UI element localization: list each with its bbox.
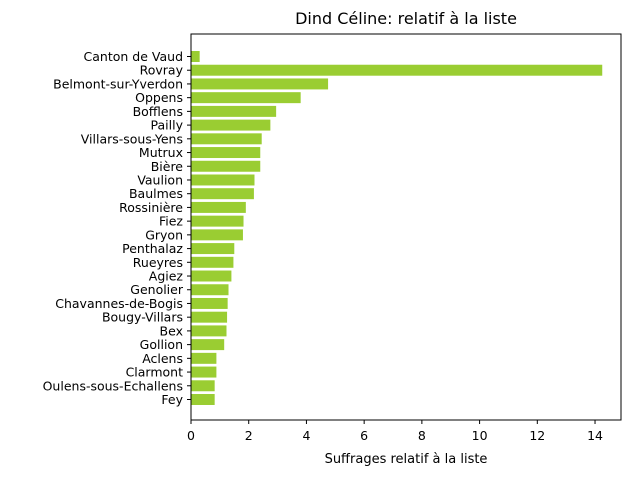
bar xyxy=(191,311,228,323)
bar xyxy=(191,297,228,309)
category-label: Rossinière xyxy=(119,200,183,215)
bar xyxy=(191,284,229,296)
bar xyxy=(191,366,217,378)
bar xyxy=(191,160,261,172)
x-tick-label: 0 xyxy=(187,428,195,443)
bar xyxy=(191,174,255,186)
bar xyxy=(191,133,262,145)
bar xyxy=(191,215,244,227)
x-tick-label: 10 xyxy=(472,428,488,443)
category-label: Bex xyxy=(160,323,183,338)
category-label: Rovray xyxy=(140,63,184,78)
x-tick-label: 14 xyxy=(587,428,603,443)
bar xyxy=(191,92,301,104)
bar xyxy=(191,51,200,62)
bar xyxy=(191,325,227,337)
chart-title: Dind Céline: relatif à la liste xyxy=(295,9,517,28)
bar xyxy=(191,243,235,255)
x-tick-label: 4 xyxy=(302,428,310,443)
bar xyxy=(191,256,234,268)
bar xyxy=(191,352,217,364)
bar xyxy=(191,339,225,351)
category-label: Gollion xyxy=(140,337,183,352)
bar xyxy=(191,201,246,213)
category-labels: Canton de VaudRovrayBelmont-sur-YverdonO… xyxy=(43,49,191,407)
bar xyxy=(191,78,329,90)
category-label: Bougy-Villars xyxy=(102,310,183,325)
category-label: Chavannes-de-Bogis xyxy=(55,296,183,311)
category-label: Canton de Vaud xyxy=(84,49,183,64)
category-label: Pailly xyxy=(151,118,184,133)
bar xyxy=(191,188,254,200)
x-tick-label: 6 xyxy=(360,428,368,443)
bar xyxy=(191,270,232,282)
category-label: Belmont-sur-Yverdon xyxy=(53,76,183,91)
bar xyxy=(191,229,243,241)
x-tick-label: 2 xyxy=(245,428,253,443)
category-label: Mutrux xyxy=(139,145,183,160)
category-label: Gryon xyxy=(145,227,183,242)
category-label: Penthalaz xyxy=(122,241,183,256)
category-label: Agiez xyxy=(149,269,184,284)
x-axis-label: Suffrages relatif à la liste xyxy=(325,452,488,467)
bar xyxy=(191,105,277,117)
bar xyxy=(191,64,603,76)
x-tick-label: 12 xyxy=(529,428,545,443)
x-axis-ticks: 0 2 4 6 8 10 12 14 xyxy=(187,420,603,443)
category-label: Rueyres xyxy=(133,255,183,270)
x-tick-label: 8 xyxy=(418,428,426,443)
category-label: Oulens-sous-Echallens xyxy=(43,378,183,393)
category-label: Villars-sous-Yens xyxy=(81,131,183,146)
category-label: Aclens xyxy=(142,351,183,366)
category-label: Genolier xyxy=(130,282,184,297)
category-label: Bofflens xyxy=(133,104,183,119)
category-label: Baulmes xyxy=(129,186,183,201)
plot-area-frame xyxy=(190,33,622,421)
category-label: Bière xyxy=(151,159,184,174)
category-label: Fiez xyxy=(159,214,183,229)
category-label: Fey xyxy=(161,392,183,407)
bar xyxy=(191,119,271,131)
bars-group xyxy=(191,51,603,405)
category-label: Vaulion xyxy=(137,172,183,187)
bar xyxy=(191,147,261,159)
category-label: Oppens xyxy=(135,90,183,105)
bar xyxy=(191,394,215,405)
category-label: Clarmont xyxy=(126,365,184,380)
bar xyxy=(191,380,215,392)
